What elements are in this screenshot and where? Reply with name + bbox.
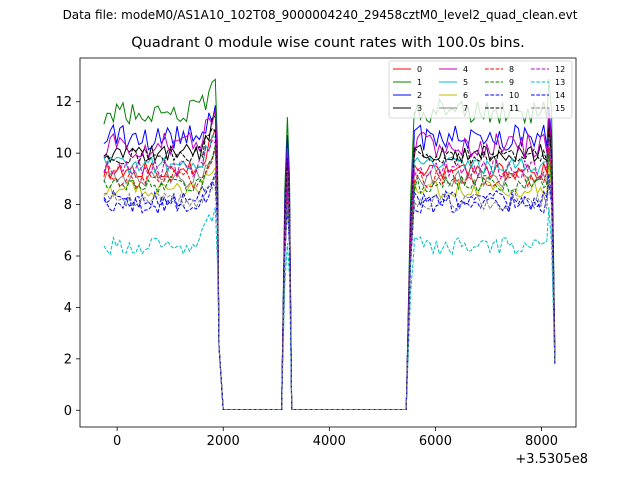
y-tick-label: 0 [64, 404, 72, 419]
legend-label-6: 6 [463, 91, 468, 100]
y-tick-label: 10 [55, 147, 72, 162]
legend-label-9: 9 [509, 78, 514, 87]
series-line-12 [103, 139, 556, 410]
legend-label-8: 8 [509, 65, 514, 74]
y-tick-label: 2 [64, 352, 72, 367]
axes-frame [79, 57, 577, 428]
legend-label-10: 10 [509, 91, 519, 100]
series-line-14 [103, 172, 556, 410]
chart-title: Quadrant 0 module wise count rates with … [131, 35, 525, 51]
legend-label-4: 4 [463, 65, 468, 74]
y-tick-label: 12 [55, 95, 72, 110]
series-line-11 [103, 127, 556, 410]
legend-label-0: 0 [417, 65, 422, 74]
legend-label-13: 13 [555, 78, 565, 87]
series-line-8 [103, 145, 556, 410]
legend-label-14: 14 [555, 91, 565, 100]
series-line-10 [103, 181, 556, 410]
legend-box [388, 60, 573, 119]
series-line-1 [103, 78, 556, 410]
x-tick-label: 2000 [207, 434, 240, 449]
series-line-4 [103, 109, 556, 410]
legend-label-15: 15 [555, 104, 565, 113]
series-line-15 [103, 173, 556, 410]
y-tick-label: 4 [64, 301, 72, 316]
legend-label-11: 11 [509, 104, 519, 113]
x-tick-label: 4000 [313, 434, 346, 449]
series-line-3 [103, 115, 556, 410]
y-tick-label: 6 [64, 250, 72, 265]
figure-suptitle: Data file: modeM0/AS1A10_102T08_90000042… [62, 8, 578, 22]
legend-label-3: 3 [417, 104, 422, 113]
y-tick-label: 8 [64, 198, 72, 213]
x-tick-label: 0 [113, 434, 121, 449]
series-line-13 [103, 206, 556, 410]
legend-label-1: 1 [417, 78, 422, 87]
plot-area [103, 78, 556, 410]
series-line-7 [103, 147, 556, 410]
series-line-9 [103, 145, 556, 410]
x-tick-label: 8000 [525, 434, 558, 449]
legend-label-5: 5 [463, 78, 468, 87]
x-tick-label: 6000 [419, 434, 452, 449]
x-axis-offset-label: +3.5305e8 [515, 452, 588, 467]
legend-label-12: 12 [555, 65, 565, 74]
legend-label-7: 7 [463, 104, 468, 113]
legend-label-2: 2 [417, 91, 422, 100]
